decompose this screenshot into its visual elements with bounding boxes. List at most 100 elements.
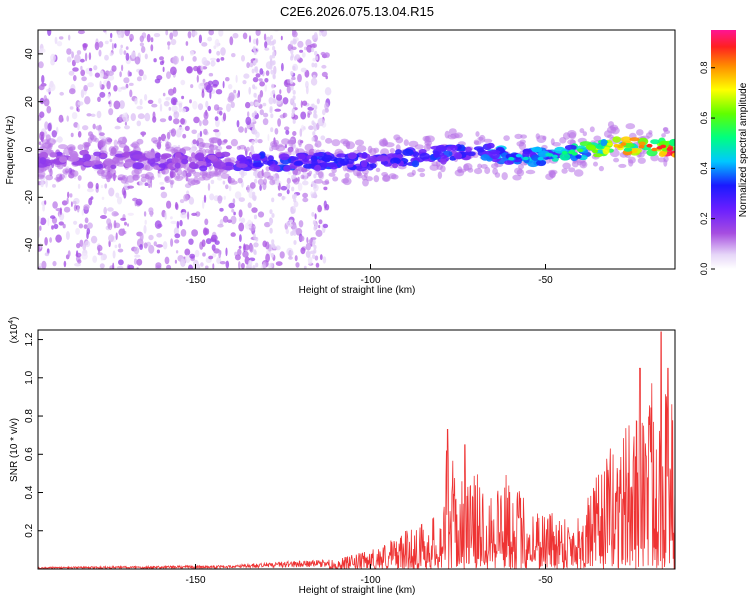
spectrogram-noise-blob — [213, 248, 221, 254]
spectrogram-halo-blob — [287, 139, 297, 145]
spectrogram-ridge-core — [592, 149, 598, 154]
spectrogram-halo-blob — [131, 169, 140, 177]
spectrogram-noise-blob — [166, 264, 172, 269]
spectrogram-streak-blob — [312, 122, 317, 127]
spectrogram-halo-blob — [436, 164, 443, 171]
spectrogram-noise-blob — [252, 38, 257, 45]
spectrogram-noise-blob — [192, 30, 198, 36]
spectrogram-noise-blob — [225, 77, 230, 82]
spectrogram-streak-blob — [291, 174, 295, 180]
spectrogram-noise-blob — [233, 89, 237, 94]
spectrogram-noise-blob — [139, 244, 144, 250]
spectrogram-noise-blob — [293, 200, 299, 208]
spectrogram-noise-blob — [257, 211, 265, 218]
spectrogram-noise-blob — [48, 83, 56, 92]
spectrogram-halo-blob — [230, 138, 238, 147]
spectrogram-noise-blob — [238, 245, 242, 249]
spectrogram-ridge-blob — [82, 154, 92, 161]
spectrogram-noise-blob — [77, 101, 84, 106]
spectrogram-noise-blob — [143, 224, 147, 234]
spectrogram-ridge-blob — [268, 164, 281, 172]
spectrogram-noise-blob — [84, 217, 89, 224]
spectrogram-halo-blob — [356, 171, 362, 177]
spectrogram-noise-blob — [273, 65, 277, 75]
spectrogram-noise-blob — [162, 241, 168, 250]
spectrogram-ridge-blob — [175, 151, 182, 158]
spectrogram-noise-blob — [205, 265, 209, 269]
spectrogram-noise-blob — [323, 52, 330, 58]
spectrogram-noise-blob — [129, 89, 133, 98]
snr-y-tick-label: 0.6 — [24, 447, 35, 461]
spectrogram-noise-blob — [263, 112, 269, 118]
spectrogram-noise-blob — [262, 102, 267, 107]
spectrogram-noise-blob — [189, 99, 192, 104]
spectrogram-ridge-blob — [76, 161, 84, 166]
spectrogram-noise-blob — [86, 231, 89, 240]
spectrogram-noise-blob — [146, 33, 151, 43]
spectrogram-noise-blob — [103, 30, 107, 33]
spectrogram-halo-blob — [304, 143, 314, 152]
spectrogram-halo-blob — [126, 175, 135, 183]
spectrogram-noise-blob — [248, 259, 253, 268]
spectrogram-noise-blob — [141, 46, 146, 53]
spectrogram-noise-blob — [282, 97, 289, 105]
spectrogram-noise-blob — [101, 196, 105, 200]
spectrogram-streak-blob — [290, 53, 294, 59]
spectrogram-noise-blob — [109, 52, 114, 57]
spectrogram-noise-blob — [76, 107, 79, 112]
spectrogram-noise-blob — [71, 51, 74, 59]
spectrogram-streak-blob — [312, 220, 316, 225]
spectrogram-noise-blob — [225, 145, 232, 150]
spectrogram-noise-blob — [217, 176, 223, 181]
spectrogram-noise-blob — [299, 128, 303, 137]
spectrogram-noise-blob — [171, 105, 178, 113]
spectrogram-noise-blob — [315, 262, 320, 268]
spectrogram-halo-blob — [196, 137, 204, 144]
spectrogram-noise-blob — [159, 181, 165, 185]
spectrogram-noise-blob — [108, 187, 115, 197]
spectrogram-halo-blob — [91, 135, 97, 142]
spectrogram-noise-blob — [87, 181, 94, 189]
snr-y-multiplier: (x104) — [8, 317, 20, 344]
spectrogram-noise-blob — [236, 120, 240, 128]
spectrogram-noise-blob — [56, 136, 63, 143]
spectrogram-noise-blob — [117, 31, 122, 39]
spectrogram-streak-blob — [254, 66, 258, 72]
spectrogram-ridge-blob — [369, 163, 377, 169]
snr-frame — [37, 329, 676, 570]
spectrogram-streak-blob — [292, 119, 296, 124]
spectrogram-ridge-blob — [103, 158, 114, 166]
spectrogram-ridge-blob — [380, 160, 389, 165]
spectrogram-streak-blob — [293, 240, 297, 245]
spectrogram-noise-blob — [121, 64, 124, 72]
spectrogram-noise-blob — [166, 131, 171, 140]
spectrogram-noise-blob — [148, 234, 154, 241]
snr-x-ticks: -150 -100 -50 — [185, 564, 553, 586]
spectrogram-noise-blob — [306, 44, 313, 53]
spectrogram-noise-blob — [136, 76, 142, 82]
spectrogram-noise-blob — [95, 125, 103, 131]
spectrogram-noise-blob — [181, 95, 185, 100]
spectrogram-noise-blob — [230, 232, 236, 237]
spectrogram-halo-blob — [593, 161, 598, 167]
spectrogram-noise-blob — [98, 41, 104, 48]
spectrogram-noise-blob — [294, 255, 298, 262]
spectrogram-ridge-blob — [68, 155, 80, 162]
spectrogram-noise-blob — [41, 260, 47, 269]
spectrogram-noise-blob — [65, 231, 70, 240]
spectrogram-streak-blob — [272, 60, 276, 65]
spectrogram-noise-blob — [307, 112, 311, 118]
spectrogram-streak-blob — [253, 249, 257, 255]
spectrogram-streak-blob — [269, 218, 274, 224]
spectrogram-noise-blob — [166, 71, 171, 79]
spectrogram-noise-blob — [253, 242, 259, 248]
spectrogram-noise-blob — [235, 74, 238, 83]
spectrogram-noise-blob — [214, 240, 220, 246]
spectrogram-halo-blob — [174, 175, 183, 182]
spectrogram-noise-blob — [199, 130, 203, 137]
spectrogram-noise-blob — [256, 38, 259, 46]
spectrogram-noise-blob — [81, 76, 87, 82]
spectrogram-halo-blob — [477, 136, 484, 141]
spectrogram-noise-blob — [127, 223, 129, 227]
spectrogram-noise-blob — [76, 243, 81, 249]
